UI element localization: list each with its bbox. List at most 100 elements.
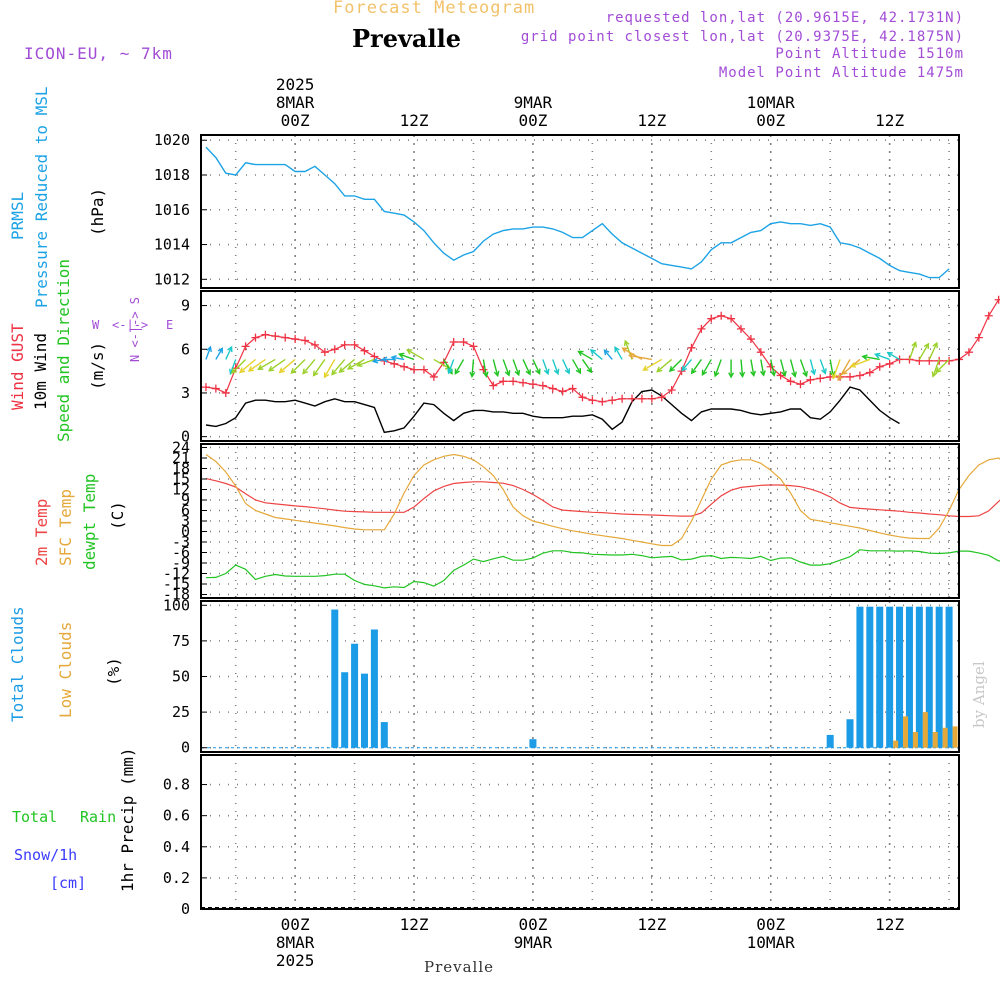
total-cloud-bar [529,739,537,748]
total-cloud-bar [360,673,368,748]
gust-marker [727,314,736,323]
wind-direction-arrow [391,356,405,361]
gust-marker [201,383,210,392]
snow-label: Snow/1h [14,846,78,864]
total-cloud-bar [826,734,834,748]
gust-marker [519,378,528,387]
gust-marker [647,394,656,403]
wind-arrow-head [577,350,584,357]
wind-direction-arrow [669,358,683,372]
point-altitude: Point Altitude 1510m [775,46,964,62]
compass-mid: <-|-> [112,318,149,332]
gust-marker [628,394,637,403]
temp2m-line [205,478,1000,518]
gust-marker [737,324,746,333]
gust-marker [459,337,468,346]
gust-marker [509,377,518,386]
rain-label-a: Total [12,808,58,826]
gust-marker [657,393,666,402]
y-tick-label: 1016 [154,201,190,219]
wind-arrow-head [750,370,757,378]
wind-direction-arrow [629,354,652,361]
top-time-label: 12Z [637,111,666,130]
wind-direction-arrow [832,359,841,379]
wind-arrow-head [841,369,848,376]
wind-direction-arrow [239,358,256,373]
gust-marker [370,352,379,361]
wind-direction-arrow [571,359,581,374]
wind-arrow-head [931,371,938,378]
y-tick-label: 21 [172,449,190,467]
bottom-time-label: 00Z [281,915,310,934]
panel-frame [200,134,960,289]
wind-arrow-head [861,354,868,361]
gust-marker [895,355,904,364]
wind-direction-arrow [681,358,693,371]
gust-marker [776,371,785,380]
top-time-label: 8MAR [276,93,315,112]
wind-arrow-head [656,366,663,373]
wind-direction-arrow [248,358,266,372]
wind-arrow-head [923,342,930,349]
total-cloud-bar [370,629,378,748]
gust-marker [400,362,409,371]
top-time-label: 2025 [276,75,315,94]
wind-direction-arrow [581,359,592,373]
wind-direction-arrow [819,359,827,374]
wind-arrow-head [331,369,337,376]
gust-marker [598,397,607,406]
gust-marker [340,340,349,349]
rain-label-b: Rain [80,808,117,826]
gust-marker [330,345,339,354]
bottom-time-label: 12Z [637,915,666,934]
wind-direction-arrow [215,348,223,360]
wind-direction-arrow [779,359,786,376]
wind-direction-arrow [799,359,808,377]
y-tick-label: 1018 [154,166,190,184]
y-tick-label: 18 [172,460,190,478]
total-cloud-bar [876,606,884,748]
dewpt-line [205,549,1000,589]
y-tick-label: 0 [181,900,190,918]
wind-direction-arrow [875,353,890,361]
wind-arrow-head [623,339,630,347]
wind-arrow-head [739,371,746,379]
wind-arrow-head [810,369,817,376]
gust-marker [945,356,954,365]
y-tick-label: 15 [172,470,190,488]
wind-arrow-head [493,370,500,378]
gust-marker [291,335,300,344]
wind-arrow-head [230,368,238,375]
gust-marker [479,365,488,374]
gust-marker [251,333,260,342]
gust-marker [301,336,310,345]
wind-arrow-head [278,367,285,374]
wind-arrow-head [346,364,354,370]
model-name: ICON-EU, ~ 7km [24,44,173,63]
wind-arrow-head [586,367,593,374]
gust-marker [241,342,250,351]
wind-arrow-head [267,365,275,372]
top-time-label: 00Z [518,111,547,130]
wind-direction-arrow [578,350,593,361]
wind-direction-arrow [448,359,455,374]
panel-frame [200,290,960,442]
wind-arrow-head [770,370,777,377]
wind-direction-arrow [887,352,900,361]
gust-marker [469,342,478,351]
gust-marker [964,348,973,357]
wind-arrow-head [603,349,610,356]
wind-direction-arrow [932,359,940,377]
snow-unit: [cm] [50,874,87,892]
y-tick-label: -6 [172,544,190,562]
gust-marker [429,372,438,381]
total-cloud-bar [896,606,904,748]
gust-marker [310,340,319,349]
y-tick-label: 0.4 [163,838,190,856]
y-tick-label: 0.6 [163,807,190,825]
wind-direction-arrow [862,355,880,361]
grid-layer [201,135,959,910]
wind-arrow-head [575,367,582,375]
gust-marker [271,332,280,341]
